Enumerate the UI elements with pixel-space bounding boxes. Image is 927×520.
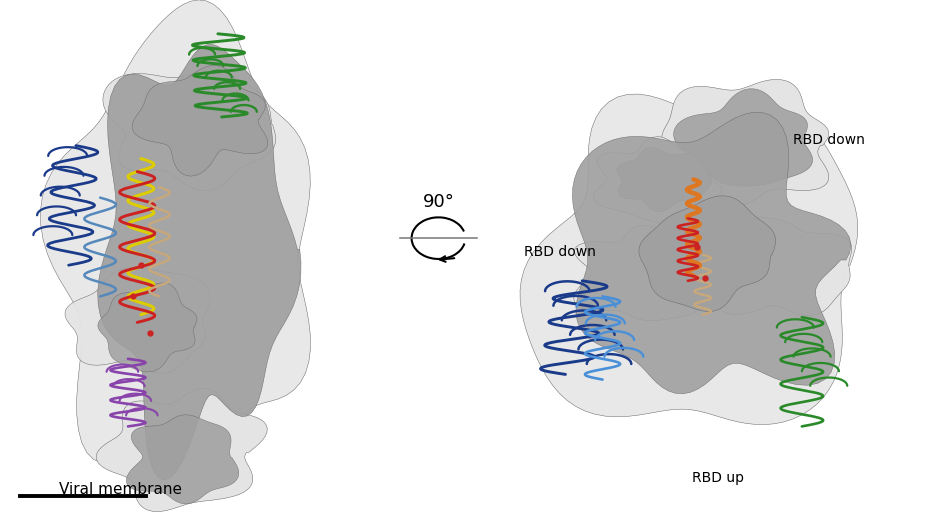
Polygon shape <box>103 71 275 190</box>
Text: RBD down: RBD down <box>524 245 596 259</box>
Polygon shape <box>692 217 852 316</box>
Polygon shape <box>97 45 301 480</box>
Polygon shape <box>126 415 239 504</box>
Text: RBD down: RBD down <box>793 134 865 147</box>
Polygon shape <box>65 268 210 373</box>
Polygon shape <box>574 225 724 321</box>
Polygon shape <box>572 112 851 394</box>
Polygon shape <box>674 89 813 186</box>
Polygon shape <box>639 196 776 311</box>
Polygon shape <box>520 94 857 424</box>
Polygon shape <box>41 0 311 494</box>
Polygon shape <box>662 80 829 205</box>
Polygon shape <box>98 283 197 372</box>
Text: 90°: 90° <box>423 192 454 211</box>
Text: RBD up: RBD up <box>692 471 744 485</box>
Polygon shape <box>617 147 712 212</box>
Polygon shape <box>132 66 268 176</box>
Text: Viral membrane: Viral membrane <box>59 482 182 497</box>
Polygon shape <box>96 388 267 512</box>
Polygon shape <box>593 137 721 224</box>
